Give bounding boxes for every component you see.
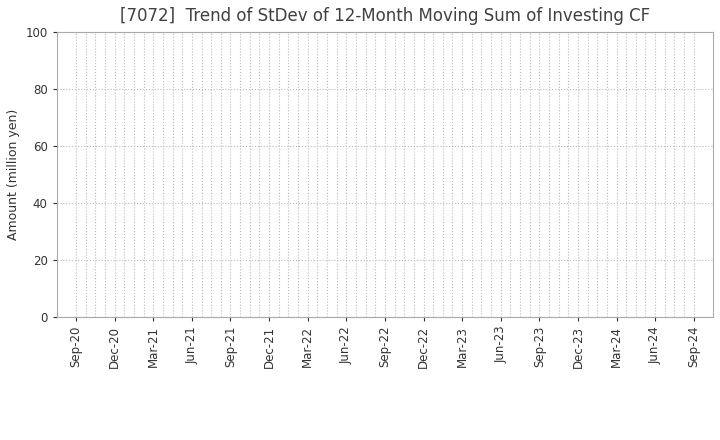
Title: [7072]  Trend of StDev of 12-Month Moving Sum of Investing CF: [7072] Trend of StDev of 12-Month Moving… bbox=[120, 7, 650, 25]
Legend: 3 Years, 5 Years, 7 Years, 10 Years: 3 Years, 5 Years, 7 Years, 10 Years bbox=[163, 435, 607, 440]
Y-axis label: Amount (million yen): Amount (million yen) bbox=[7, 109, 20, 240]
